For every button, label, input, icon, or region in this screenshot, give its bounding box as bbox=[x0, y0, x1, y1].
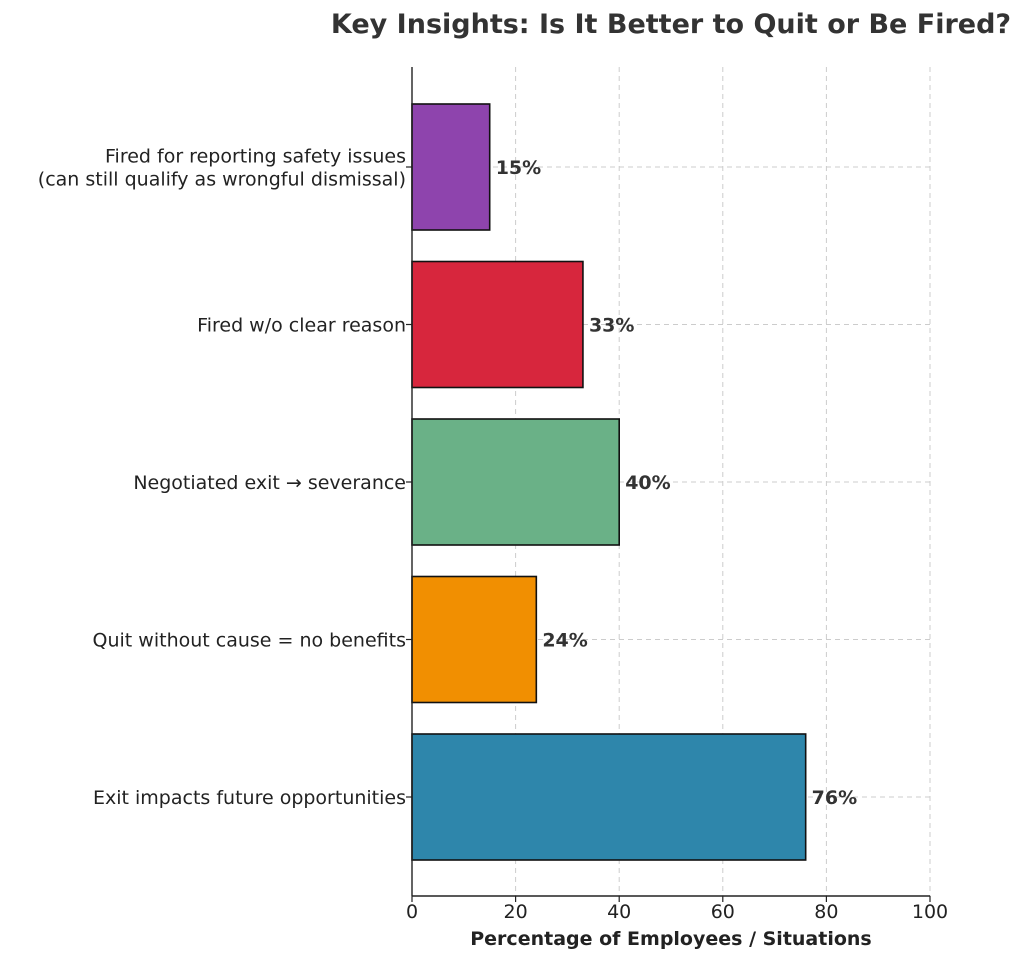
bar bbox=[411, 418, 620, 546]
data-label: 40% bbox=[625, 472, 670, 494]
x-tick-label: 80 bbox=[814, 901, 838, 923]
bar bbox=[411, 575, 538, 704]
bar bbox=[411, 103, 491, 231]
x-tick-label: 20 bbox=[504, 901, 528, 923]
data-label: 76% bbox=[812, 787, 857, 809]
y-tick-label: Negotiated exit → severance bbox=[133, 472, 406, 494]
y-tick-label: Exit impacts future opportunities bbox=[93, 787, 406, 809]
y-tick-label: (can still qualify as wrongful dismissal… bbox=[38, 169, 406, 191]
data-label: 33% bbox=[589, 315, 634, 337]
x-tick-label: 100 bbox=[912, 901, 948, 923]
x-tick-label: 40 bbox=[607, 901, 631, 923]
bars bbox=[411, 103, 807, 861]
x-tick-label: 0 bbox=[406, 901, 418, 923]
axes bbox=[406, 67, 931, 902]
y-tick-label: Fired w/o clear reason bbox=[197, 315, 406, 337]
bar bbox=[411, 260, 584, 389]
data-label: 15% bbox=[496, 157, 541, 179]
x-axis-title: Percentage of Employees / Situations bbox=[470, 928, 872, 950]
bar bbox=[411, 733, 807, 861]
labels: 0 20 40 60 80 100 15% Fired for reporting safet… bbox=[38, 146, 948, 924]
y-tick-label: Fired for reporting safety issues bbox=[105, 146, 406, 168]
data-label: 24% bbox=[542, 630, 587, 652]
y-tick-label: Quit without cause = no benefits bbox=[93, 630, 406, 652]
x-tick-label: 60 bbox=[711, 901, 735, 923]
chart-title: Key Insights: Is It Better to Quit or Be… bbox=[331, 9, 1011, 40]
